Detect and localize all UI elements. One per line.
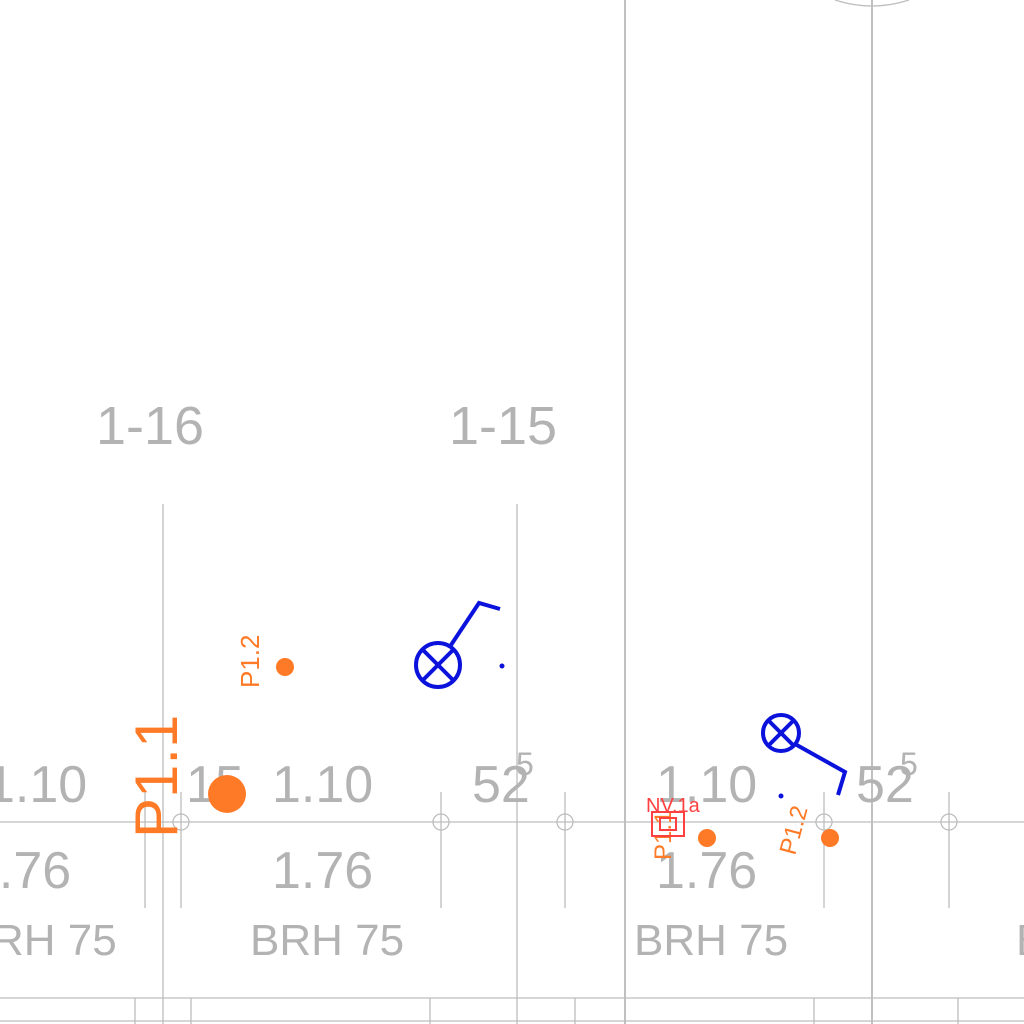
fixture-blue-2 <box>761 713 848 799</box>
dimension-top: 1.10 <box>656 756 757 814</box>
dimension-top: 52 <box>856 756 914 814</box>
red-tag-label: NV.1a <box>646 795 701 817</box>
pump-label-large: P1.1 <box>123 715 190 838</box>
dimension-top: 1.10 <box>272 756 373 814</box>
axis-label-1-15: 1-15 <box>449 396 557 456</box>
pump-marker-small <box>276 658 294 676</box>
grid-bubble-partial <box>834 0 910 7</box>
dimension-ticks <box>144 792 958 908</box>
axis-label-1-16: 1-16 <box>96 396 204 456</box>
dimension-bottom: 1.76 <box>0 842 71 900</box>
brh-label: BRH 75 <box>1016 916 1024 965</box>
brh-label: BRH 75 <box>250 916 404 965</box>
dimension-top: 52 <box>472 756 530 814</box>
dimension-bottom: 1.76 <box>272 842 373 900</box>
pump-marker-small <box>698 829 716 847</box>
pump-label-small: P1.2 <box>775 803 814 858</box>
pump-marker-small <box>821 829 839 847</box>
dimension-top: 1.10 <box>0 756 87 814</box>
border-ticks <box>134 998 959 1024</box>
dimension-superscript: 5 <box>516 746 534 782</box>
pump-label-small: P1.2 <box>235 635 265 689</box>
dimension-bottom: 1.76 <box>656 842 757 900</box>
dimension-superscript: 5 <box>900 746 918 782</box>
fixture-blue-1 <box>414 600 505 689</box>
brh-label: BRH 75 <box>634 916 788 965</box>
red-tag-symbol: NV.1a <box>646 795 701 837</box>
pump-marker-large <box>208 775 246 813</box>
brh-label: RH 75 <box>0 916 117 965</box>
